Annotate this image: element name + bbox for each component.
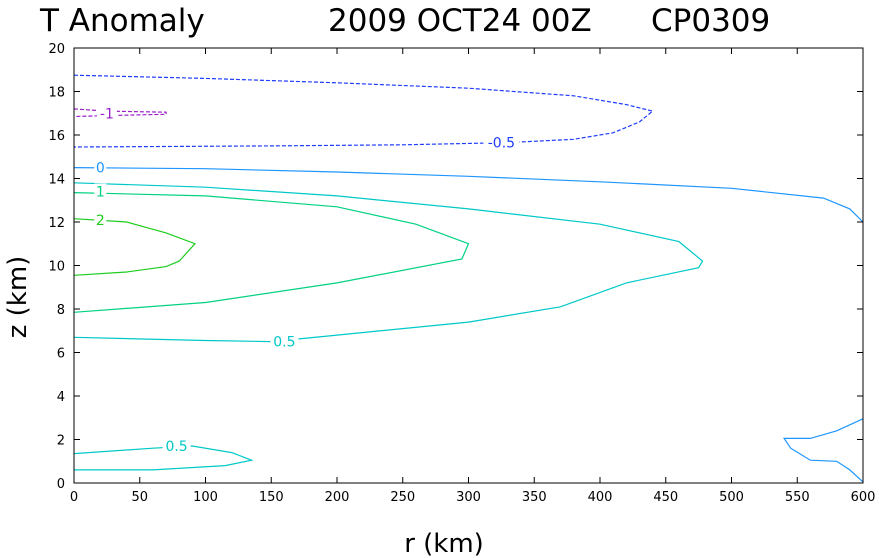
contour-label-bg-2 xyxy=(94,159,107,176)
x-tick-label: 200 xyxy=(325,490,350,505)
contour-label-0: -1 xyxy=(100,106,114,122)
contour-line-1 xyxy=(73,74,654,148)
contour-label-bg-6 xyxy=(94,183,107,200)
x-tick-label: 0 xyxy=(70,490,78,505)
y-tick-label: 2 xyxy=(57,434,65,449)
contour-label-6: 1 xyxy=(96,185,105,201)
contour-label-7: 2 xyxy=(96,213,105,229)
contour-label-4: 0.5 xyxy=(273,335,295,351)
x-tick-label: 50 xyxy=(131,490,148,505)
x-tick-label: 250 xyxy=(390,490,415,505)
plot-frame xyxy=(73,47,864,484)
x-tick-label: 400 xyxy=(588,490,613,505)
y-tick-label: 18 xyxy=(48,86,65,101)
contour-label-bg-0 xyxy=(96,105,117,122)
y-axis-label: z (km) xyxy=(3,256,33,339)
title-date: 2009 OCT24 00Z xyxy=(328,3,592,39)
y-tick-label: 14 xyxy=(48,173,65,188)
x-tick-label: 550 xyxy=(785,490,810,505)
y-tick-label: 10 xyxy=(48,260,65,275)
x-axis-label: r (km) xyxy=(404,529,484,558)
x-tick-label: 350 xyxy=(522,490,547,505)
contour-line-2 xyxy=(73,167,864,223)
x-tick-label: 300 xyxy=(456,490,481,505)
contour-line-0 xyxy=(73,108,167,118)
contour-label-bg-5 xyxy=(162,438,191,454)
contour-label-1: -0.5 xyxy=(488,136,515,152)
x-tick-label: 600 xyxy=(851,490,876,505)
contour-label-2: 0 xyxy=(96,161,105,177)
contour-label-bg-1 xyxy=(483,134,520,151)
contour-line-7 xyxy=(73,218,197,276)
y-tick-label: 4 xyxy=(57,390,65,405)
y-tick-label: 12 xyxy=(48,216,65,231)
x-tick-label: 500 xyxy=(719,490,744,505)
title-variable: T Anomaly xyxy=(39,3,205,39)
x-tick-label: 450 xyxy=(653,490,678,505)
contour-label-bg-4 xyxy=(270,333,299,350)
contour-lines: -1 -0.5 0 0.5 0.5 1 2 xyxy=(73,74,864,483)
contour-line-5 xyxy=(73,445,254,471)
contour-line-4 xyxy=(73,182,704,343)
axes: 0 50 100 150 200 250 300 350 400 450 500 550 6000246… xyxy=(48,42,875,505)
y-tick-label: 16 xyxy=(48,129,65,144)
x-tick-label: 150 xyxy=(259,490,284,505)
y-tick-label: 6 xyxy=(57,347,65,362)
x-tick-label: 100 xyxy=(193,490,218,505)
y-tick-label: 20 xyxy=(48,42,65,57)
contour-label-bg-7 xyxy=(94,211,107,228)
y-tick-label: 0 xyxy=(57,477,65,492)
contour-line-6 xyxy=(73,192,470,313)
y-tick-label: 8 xyxy=(57,303,65,318)
contour-label-5: 0.5 xyxy=(165,439,187,455)
title-storm: CP0309 xyxy=(651,3,770,39)
contour-line-3 xyxy=(782,418,864,483)
chart-title: T Anomaly 2009 OCT24 00Z CP0309 xyxy=(39,3,770,39)
